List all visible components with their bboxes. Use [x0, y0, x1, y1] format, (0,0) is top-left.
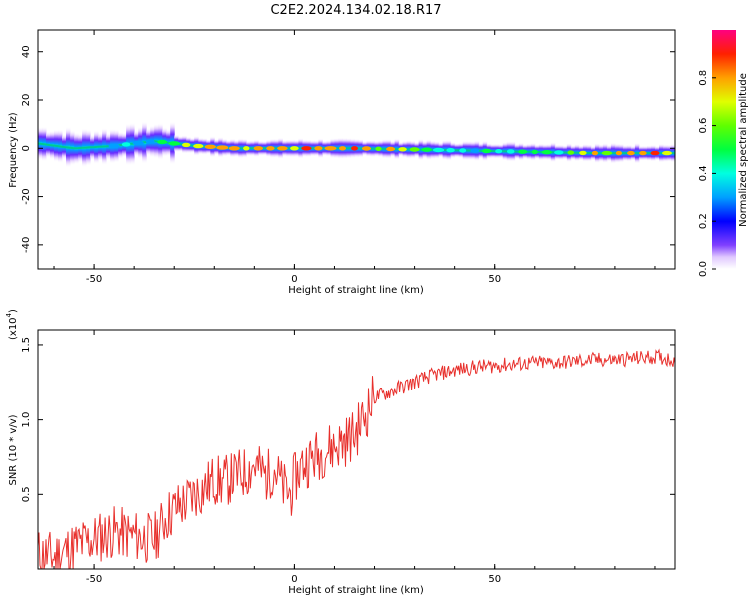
- spectrogram-x-label: Height of straight line (km): [288, 285, 424, 296]
- spectral-peak: [470, 148, 480, 153]
- y-tick-label: 1.5: [21, 337, 32, 353]
- spectral-peak: [650, 150, 660, 156]
- spectral-peak: [432, 147, 445, 153]
- spectral-peak: [567, 150, 575, 155]
- y-tick-label: -40: [21, 237, 32, 253]
- spectral-peak: [324, 146, 337, 151]
- spectral-peak: [361, 146, 372, 151]
- spectral-peak: [277, 146, 288, 151]
- spectrogram-x-ticks: -50 0 50: [53, 30, 656, 285]
- y-tick-label: 40: [21, 45, 32, 58]
- spectral-peak: [662, 150, 672, 156]
- colorbar-tick-label: 0.0: [698, 261, 709, 277]
- spectral-peak: [168, 141, 181, 146]
- colorbar-tick-label: 0.8: [698, 70, 709, 86]
- colorbar: 0.0 0.2 0.4 0.6 0.8 Normalized spectral ampl…: [698, 30, 749, 277]
- spectral-peak: [290, 146, 299, 151]
- spectral-peak: [554, 150, 564, 155]
- x-tick-label: 50: [488, 574, 501, 585]
- spectrogram-y-label: Frequency (Hz): [8, 112, 19, 188]
- colorbar-label: Normalized spectral amplitude: [738, 73, 749, 227]
- spectral-peak: [601, 150, 613, 156]
- snr-multiplier: (x104): [5, 309, 19, 340]
- spectral-peak: [579, 150, 587, 156]
- x-tick-label: 0: [291, 574, 297, 585]
- spectral-peak: [253, 146, 263, 151]
- spectral-peak: [121, 142, 131, 147]
- spectral-peak: [132, 140, 144, 146]
- spectrogram-y-ticks: -40 -20 0 20 40: [21, 45, 675, 253]
- spectral-peak: [459, 148, 467, 153]
- spectral-peak: [375, 146, 382, 151]
- x-tick-label: 0: [291, 274, 297, 285]
- spectral-peak: [518, 149, 528, 154]
- colorbar-gradient: [712, 30, 736, 269]
- spectral-peak: [446, 148, 455, 153]
- spectral-band: [37, 121, 676, 168]
- x-tick-label: -50: [86, 274, 102, 285]
- colorbar-tick-label: 0.4: [698, 165, 709, 181]
- y-tick-label: -20: [21, 188, 32, 204]
- spectral-peak: [627, 150, 635, 156]
- spectral-peaks: [108, 139, 672, 156]
- snr-frame: [37, 329, 676, 570]
- spectral-peak: [482, 148, 492, 154]
- chart-title: C2E2.2024.134.02.18.R17: [270, 3, 441, 18]
- spectral-peak: [182, 142, 191, 148]
- spectral-peak: [421, 147, 432, 152]
- spectral-peak: [409, 147, 420, 152]
- colorbar-tick-label: 0.6: [698, 118, 709, 134]
- spectrogram-panel: -50 0 50 -40 -20 0 20 40 Height of straight li…: [8, 29, 676, 296]
- spectral-peak: [506, 149, 515, 154]
- spectral-peak: [145, 139, 155, 144]
- spectral-peak: [639, 150, 647, 156]
- spectral-peak: [193, 143, 204, 149]
- spectral-peak: [541, 150, 552, 155]
- y-tick-label: 0: [21, 145, 32, 151]
- spectral-peak: [339, 146, 346, 151]
- colorbar-tick-label: 0.2: [698, 213, 709, 229]
- snr-x-ticks: -50 0 50: [53, 330, 656, 585]
- spectral-peak: [495, 149, 503, 154]
- x-tick-label: 50: [488, 274, 501, 285]
- spectral-peak: [204, 144, 216, 149]
- spectral-peak: [301, 146, 312, 151]
- spectral-peak: [314, 146, 323, 151]
- snr-y-label: SNR (10 * v/v): [8, 414, 19, 485]
- spectral-peak: [615, 150, 623, 156]
- spectral-peak: [386, 146, 396, 152]
- snr-panel: -50 0 50 0.5 1.0 1.5 Height of straight line…: [5, 309, 676, 596]
- spectral-peak: [398, 147, 407, 152]
- y-tick-label: 1.0: [21, 412, 32, 428]
- spectrogram-frame: [37, 29, 676, 270]
- snr-series-line: [37, 348, 676, 570]
- spectral-peak: [351, 146, 358, 151]
- spectral-peak: [228, 146, 240, 151]
- spectral-peak: [266, 146, 275, 151]
- spectral-peak: [157, 139, 168, 145]
- spectral-peak: [108, 143, 120, 149]
- snr-x-label: Height of straight line (km): [288, 585, 424, 596]
- colorbar-ticks: 0.0 0.2 0.4 0.6 0.8: [698, 70, 716, 277]
- snr-y-ticks: 0.5 1.0 1.5: [21, 337, 675, 502]
- spectral-peak: [216, 145, 229, 150]
- spectral-peak: [243, 146, 250, 151]
- y-tick-label: 0.5: [21, 486, 32, 502]
- x-tick-label: -50: [86, 574, 102, 585]
- spectral-peak: [531, 149, 538, 155]
- y-tick-label: 20: [21, 94, 32, 107]
- spectral-peak: [591, 150, 599, 156]
